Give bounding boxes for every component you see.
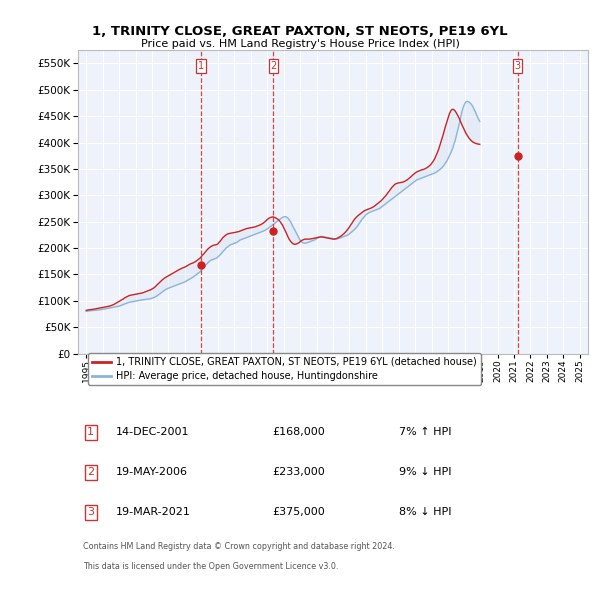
Text: 19-MAY-2006: 19-MAY-2006	[116, 467, 188, 477]
Text: 1, TRINITY CLOSE, GREAT PAXTON, ST NEOTS, PE19 6YL: 1, TRINITY CLOSE, GREAT PAXTON, ST NEOTS…	[92, 25, 508, 38]
Text: 2: 2	[87, 467, 94, 477]
Text: 3: 3	[515, 61, 521, 71]
Text: 1: 1	[87, 427, 94, 437]
Text: 7% ↑ HPI: 7% ↑ HPI	[400, 427, 452, 437]
Text: 8% ↓ HPI: 8% ↓ HPI	[400, 507, 452, 517]
Text: This data is licensed under the Open Government Licence v3.0.: This data is licensed under the Open Gov…	[83, 562, 338, 571]
Text: 3: 3	[87, 507, 94, 517]
Text: 1: 1	[197, 61, 204, 71]
Text: £375,000: £375,000	[272, 507, 325, 517]
Text: 19-MAR-2021: 19-MAR-2021	[116, 507, 191, 517]
Text: 14-DEC-2001: 14-DEC-2001	[116, 427, 190, 437]
Text: £168,000: £168,000	[272, 427, 325, 437]
Text: Price paid vs. HM Land Registry's House Price Index (HPI): Price paid vs. HM Land Registry's House …	[140, 39, 460, 49]
Text: 9% ↓ HPI: 9% ↓ HPI	[400, 467, 452, 477]
Text: Contains HM Land Registry data © Crown copyright and database right 2024.: Contains HM Land Registry data © Crown c…	[83, 542, 395, 551]
Text: 2: 2	[271, 61, 277, 71]
Legend: 1, TRINITY CLOSE, GREAT PAXTON, ST NEOTS, PE19 6YL (detached house), HPI: Averag: 1, TRINITY CLOSE, GREAT PAXTON, ST NEOTS…	[88, 353, 481, 385]
Text: £233,000: £233,000	[272, 467, 325, 477]
